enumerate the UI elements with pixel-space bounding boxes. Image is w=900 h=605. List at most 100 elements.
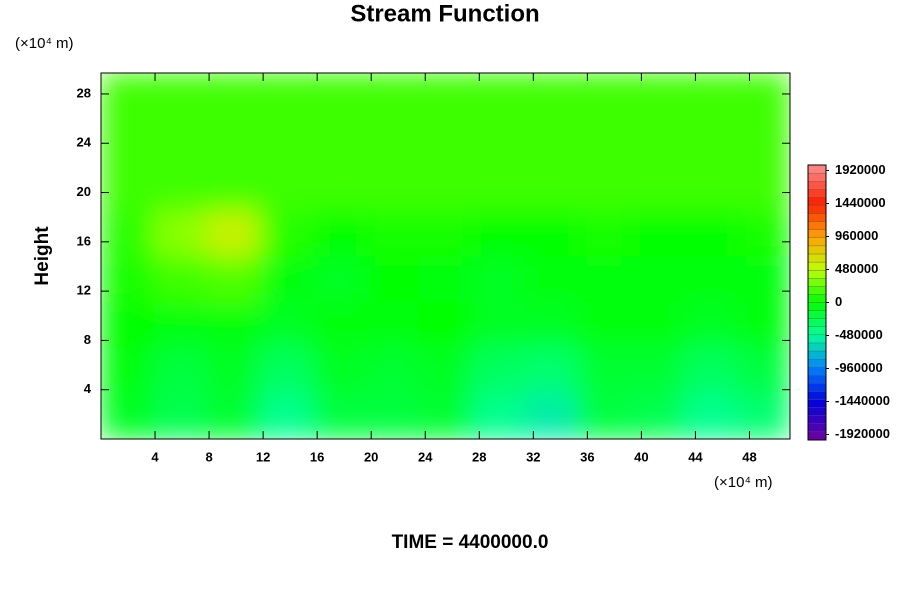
contour-field xyxy=(101,73,790,439)
field-cell xyxy=(418,163,473,211)
colorbar-band xyxy=(807,326,827,336)
colorbar-band xyxy=(807,358,827,368)
field-cell xyxy=(365,73,420,120)
colorbar-band xyxy=(807,245,827,255)
field-cell xyxy=(524,209,579,257)
colorbar-band xyxy=(807,189,827,198)
field-cell xyxy=(101,73,155,120)
colorbar-tick-label: 480000 xyxy=(835,261,878,276)
field-cell xyxy=(630,118,685,166)
colorbar-band xyxy=(807,367,827,376)
field-cell xyxy=(153,118,208,166)
field-cell xyxy=(101,392,155,439)
colorbar-tick-label: 1920000 xyxy=(835,162,886,177)
colorbar-band xyxy=(807,294,827,303)
y-axis-label: Height xyxy=(32,226,53,286)
colorbar-band xyxy=(807,375,827,384)
field-cell xyxy=(418,392,473,439)
field-cell xyxy=(153,73,208,120)
y-tick-label: 16 xyxy=(77,233,91,248)
field-cell xyxy=(471,346,526,394)
field-cell xyxy=(153,209,208,257)
field-cell xyxy=(524,163,579,211)
field-cell xyxy=(101,301,155,349)
colorbar-band xyxy=(807,278,827,287)
colorbar-band xyxy=(807,253,827,263)
field-cell xyxy=(259,163,314,211)
field-cell xyxy=(418,209,473,257)
field-cell xyxy=(524,118,579,166)
field-cell xyxy=(524,301,579,349)
colorbar-tick-label: -1440000 xyxy=(835,393,890,408)
field-cell xyxy=(630,255,685,303)
field-cell xyxy=(418,301,473,349)
colorbar-band xyxy=(807,181,827,190)
x-tick-label: 16 xyxy=(310,449,324,464)
colorbar-band xyxy=(807,229,827,238)
field-cell xyxy=(683,255,738,303)
field-cell xyxy=(365,301,420,349)
field-cell xyxy=(471,163,526,211)
field-cell xyxy=(736,118,790,166)
colorbar-tick-label: -1920000 xyxy=(835,426,890,441)
colorbar-band xyxy=(807,164,827,174)
colorbar-band xyxy=(807,407,827,416)
field-cell xyxy=(736,301,790,349)
x-tick-label: 44 xyxy=(688,449,703,464)
field-cell xyxy=(312,392,367,439)
field-cell xyxy=(736,163,790,211)
colorbar-band xyxy=(807,415,827,424)
field-cell xyxy=(101,346,155,394)
colorbar-band xyxy=(807,391,827,400)
field-cell xyxy=(683,346,738,394)
colorbar-tick-label: 0 xyxy=(835,294,842,309)
field-cell xyxy=(101,118,155,166)
colorbar-band xyxy=(807,334,827,344)
x-tick-label: 28 xyxy=(472,449,486,464)
field-cell xyxy=(259,346,314,394)
axes: 4 8 12 16 20 24 28 32 36 40 44 48481216202428192000… xyxy=(77,72,890,464)
field-cell xyxy=(206,392,261,439)
field-cell xyxy=(630,209,685,257)
colorbar-band xyxy=(807,269,827,279)
field-cell xyxy=(312,209,367,257)
field-cell xyxy=(259,209,314,257)
field-cell xyxy=(577,209,632,257)
field-cell xyxy=(471,392,526,439)
colorbar-band xyxy=(807,383,827,392)
field-cell xyxy=(101,255,155,303)
colorbar-band xyxy=(807,399,827,408)
colorbar-band xyxy=(807,350,827,360)
field-cell xyxy=(736,255,790,303)
field-cell xyxy=(418,118,473,166)
x-tick-label: 40 xyxy=(634,449,648,464)
field-cell xyxy=(683,73,738,120)
colorbar-band xyxy=(807,302,827,311)
field-cell xyxy=(206,255,261,303)
field-cell xyxy=(471,118,526,166)
field-cell xyxy=(312,255,367,303)
field-cell xyxy=(577,73,632,120)
colorbar-band xyxy=(807,310,827,319)
field-cell xyxy=(153,346,208,394)
field-cell xyxy=(206,163,261,211)
colorbar-band xyxy=(807,286,827,295)
field-cell xyxy=(471,73,526,120)
field-cell xyxy=(365,392,420,439)
colorbar-band xyxy=(807,342,827,352)
x-tick-label: 12 xyxy=(256,449,270,464)
colorbar-band xyxy=(807,261,827,271)
field-cell xyxy=(524,346,579,394)
field-cell xyxy=(577,392,632,439)
field-cell xyxy=(312,346,367,394)
field-cell xyxy=(365,163,420,211)
y-tick-label: 8 xyxy=(84,332,91,347)
x-tick-label: 48 xyxy=(742,449,756,464)
field-cell xyxy=(471,255,526,303)
colorbar-band xyxy=(807,423,827,433)
y-tick-label: 24 xyxy=(77,135,92,150)
field-cell xyxy=(471,301,526,349)
field-cell xyxy=(312,73,367,120)
field-cell xyxy=(418,346,473,394)
field-cell xyxy=(524,392,579,439)
